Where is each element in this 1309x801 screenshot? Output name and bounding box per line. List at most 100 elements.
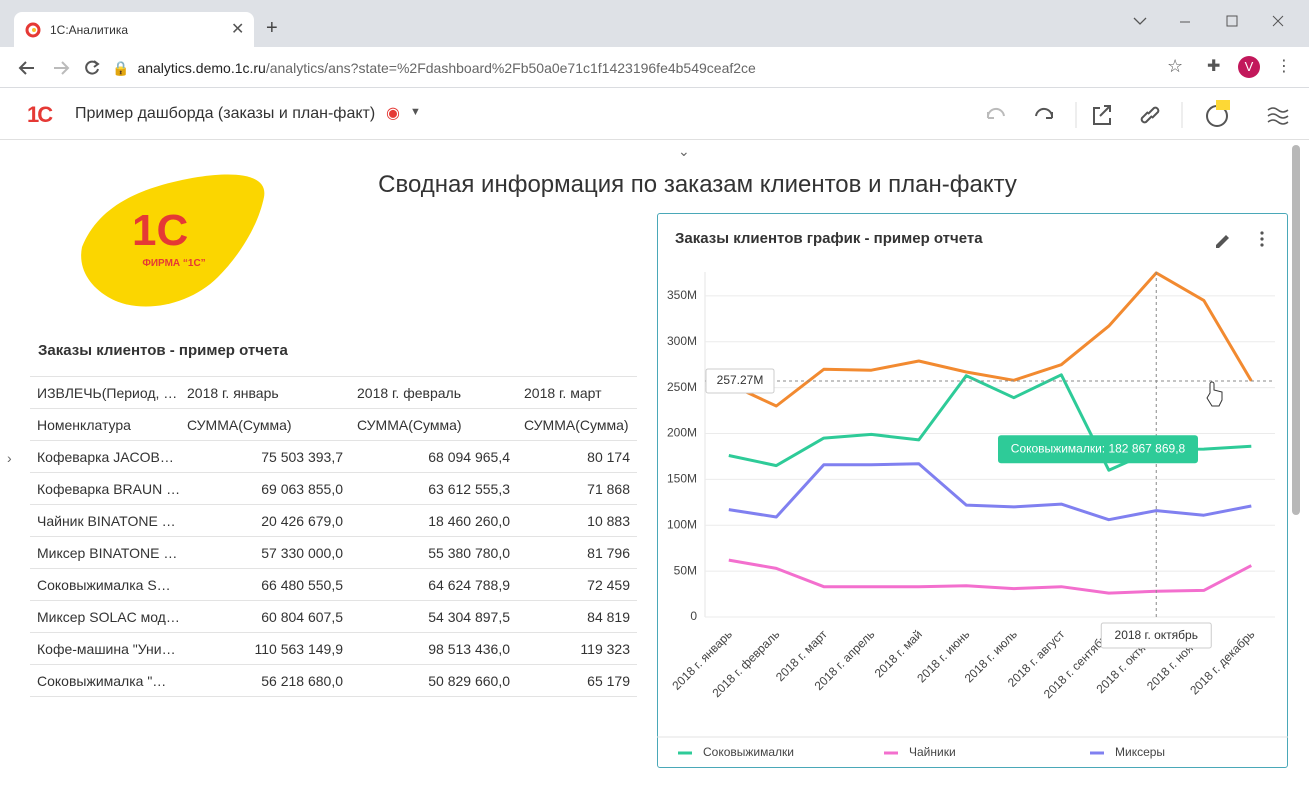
y-tick-label: 250M: [667, 380, 697, 394]
table-cell: Соковыжималка "…: [30, 664, 180, 697]
table-cell: Соковыжималка S…: [30, 568, 180, 601]
table-cell: 69 063 855,0: [180, 472, 350, 505]
scrollbar[interactable]: [1292, 145, 1300, 515]
table-cell: Миксер BINATONE …: [30, 536, 180, 569]
side-toggle[interactable]: ›: [7, 450, 12, 466]
table-cell: 80 174: [517, 440, 637, 473]
y-tick-label: 50M: [674, 563, 697, 577]
table-cell: 63 612 555,3: [350, 472, 517, 505]
element: ИЗВЛЕЧЬ(Период, … 2018 г. январь 2018 г. ф…: [30, 376, 637, 697]
element: [1133, 17, 1147, 25]
legend-label: Соковыжималки: [703, 745, 794, 759]
series-line: [728, 271, 1253, 408]
tab-bar: 1С:Аналитика ✕ +: [0, 0, 1309, 47]
table-row: Миксер SOLAC мод… 60 804 607,5 54 304 897,…: [30, 600, 637, 633]
table-cell: Кофе-машина "Уни…: [30, 632, 180, 665]
collapse-toggle[interactable]: ⌄: [678, 143, 690, 159]
table-cell: 55 380 780,0: [350, 536, 517, 569]
crosshair-y-box: [705, 368, 775, 394]
app-title: Пример дашборда (заказы и план-факт): [75, 105, 376, 122]
y-tick-label: 100M: [667, 517, 697, 531]
url-path: /analytics/ans?state=%2Fdashboard%2Fb50a…: [265, 60, 756, 76]
table-cell: СУММА(Сумма): [517, 408, 637, 441]
series-line: [728, 462, 1252, 522]
table-cell: 60 804 607,5: [180, 600, 350, 633]
window-controls: [1133, 15, 1284, 27]
new-tab[interactable]: +: [266, 17, 278, 39]
element: [18, 61, 34, 75]
element: [93, 60, 100, 68]
table-cell: Кофеварка BRAUN …: [30, 472, 180, 505]
table-row: Соковыжималка S… 66 480 550,5 64 624 788,9…: [30, 568, 637, 601]
table-row: Чайник BINATONE … 20 426 679,0 18 460 260,…: [30, 504, 637, 537]
table-row: Кофеварка BRAUN … 69 063 855,0 63 612 555,…: [30, 472, 637, 505]
table-cell: 84 819: [517, 600, 637, 633]
tab-close[interactable]: ✕: [231, 21, 245, 38]
dashboard-title: Сводная информация по заказам клиентов и…: [378, 171, 1017, 198]
menu[interactable]: ⋮: [1276, 58, 1292, 75]
element: [1260, 231, 1264, 235]
table-cell: 18 460 260,0: [350, 504, 517, 537]
avatar[interactable]: V: [1238, 56, 1260, 78]
view-icon[interactable]: ◉: [386, 105, 400, 122]
table-cell: 54 304 897,5: [350, 600, 517, 633]
dashboard: ⌄ › Сводная информация по заказам клиент…: [0, 141, 1290, 801]
y-tick-label: 350M: [667, 288, 697, 302]
edit-icon[interactable]: [1216, 235, 1229, 248]
title-dropdown[interactable]: ▼: [410, 106, 421, 118]
element: [25, 22, 41, 38]
element: [1260, 243, 1264, 247]
url[interactable]: 🔒 analytics.demo.1c.ru/analytics/ans?stat…: [112, 53, 1202, 83]
table-cell: 57 330 000,0: [180, 536, 350, 569]
element: [1272, 15, 1284, 27]
logo-text: ФИРМА “1С”: [142, 258, 205, 269]
table-row: Кофе-машина "Уни… 110 563 149,9 98 513 436…: [30, 632, 637, 665]
table-cell: 98 513 436,0: [350, 632, 517, 665]
tab-title: 1С:Аналитика: [50, 23, 129, 37]
table-cell: 56 218 680,0: [180, 664, 350, 697]
y-tick-label: 0: [690, 609, 697, 623]
table-title: Заказы клиентов - пример отчета: [38, 342, 288, 359]
table-cell: Чайник BINATONE …: [30, 504, 180, 537]
element: [1226, 15, 1238, 27]
table-cell: 2018 г. февраль: [350, 376, 517, 409]
table-row: ИЗВЛЕЧЬ(Период, … 2018 г. январь 2018 г. ф…: [30, 376, 637, 409]
report-table: ИЗВЛЕЧЬ(Период, … 2018 г. январь 2018 г. ф…: [30, 376, 637, 697]
table-cell: 2018 г. январь: [180, 376, 350, 409]
element: [1035, 107, 1054, 119]
crosshair-x-box: [1100, 622, 1212, 649]
crosshair-y-label: 257.27M: [717, 373, 764, 387]
table-cell: 119 323: [517, 632, 637, 665]
nav-buttons[interactable]: [14, 57, 104, 79]
table-cell: 20 426 679,0: [180, 504, 350, 537]
table-row: Номенклатура СУММА(Сумма) СУММА(Сумма) СУММ…: [30, 408, 637, 441]
bookmark[interactable]: ☆: [1167, 56, 1184, 76]
legend-label: Миксеры: [1115, 745, 1165, 759]
table-cell: 110 563 149,9: [180, 632, 350, 665]
element: [81, 174, 265, 307]
element: [1140, 106, 1160, 124]
table-cell: 72 459: [517, 568, 637, 601]
element: [986, 107, 1005, 119]
table-cell: Кофеварка JACOB…: [30, 440, 180, 473]
toolbar[interactable]: [980, 100, 1290, 130]
address-bar: 🔒 analytics.demo.1c.ru/analytics/ans?stat…: [0, 47, 1309, 88]
more-icon[interactable]: [1260, 231, 1264, 247]
table-cell: 75 503 393,7: [180, 440, 350, 473]
extensions[interactable]: ✚: [1207, 58, 1221, 75]
tab[interactable]: 1С:Аналитика ✕: [14, 12, 254, 47]
app-logo: 1С: [27, 102, 53, 127]
series-line: [728, 558, 1252, 595]
table-cell: Миксер SOLAC мод…: [30, 600, 180, 633]
mouse-cursor: [1206, 381, 1223, 407]
element: [1267, 107, 1289, 125]
table-row: Соковыжималка "… 56 218 680,0 50 829 660,0…: [30, 664, 637, 697]
element: [1216, 100, 1230, 110]
table-cell: 66 480 550,5: [180, 568, 350, 601]
element: [32, 28, 36, 32]
element: [54, 61, 70, 75]
logo-mark: 1С: [132, 206, 188, 255]
favicon: [25, 22, 41, 38]
table-cell: 50 829 660,0: [350, 664, 517, 697]
